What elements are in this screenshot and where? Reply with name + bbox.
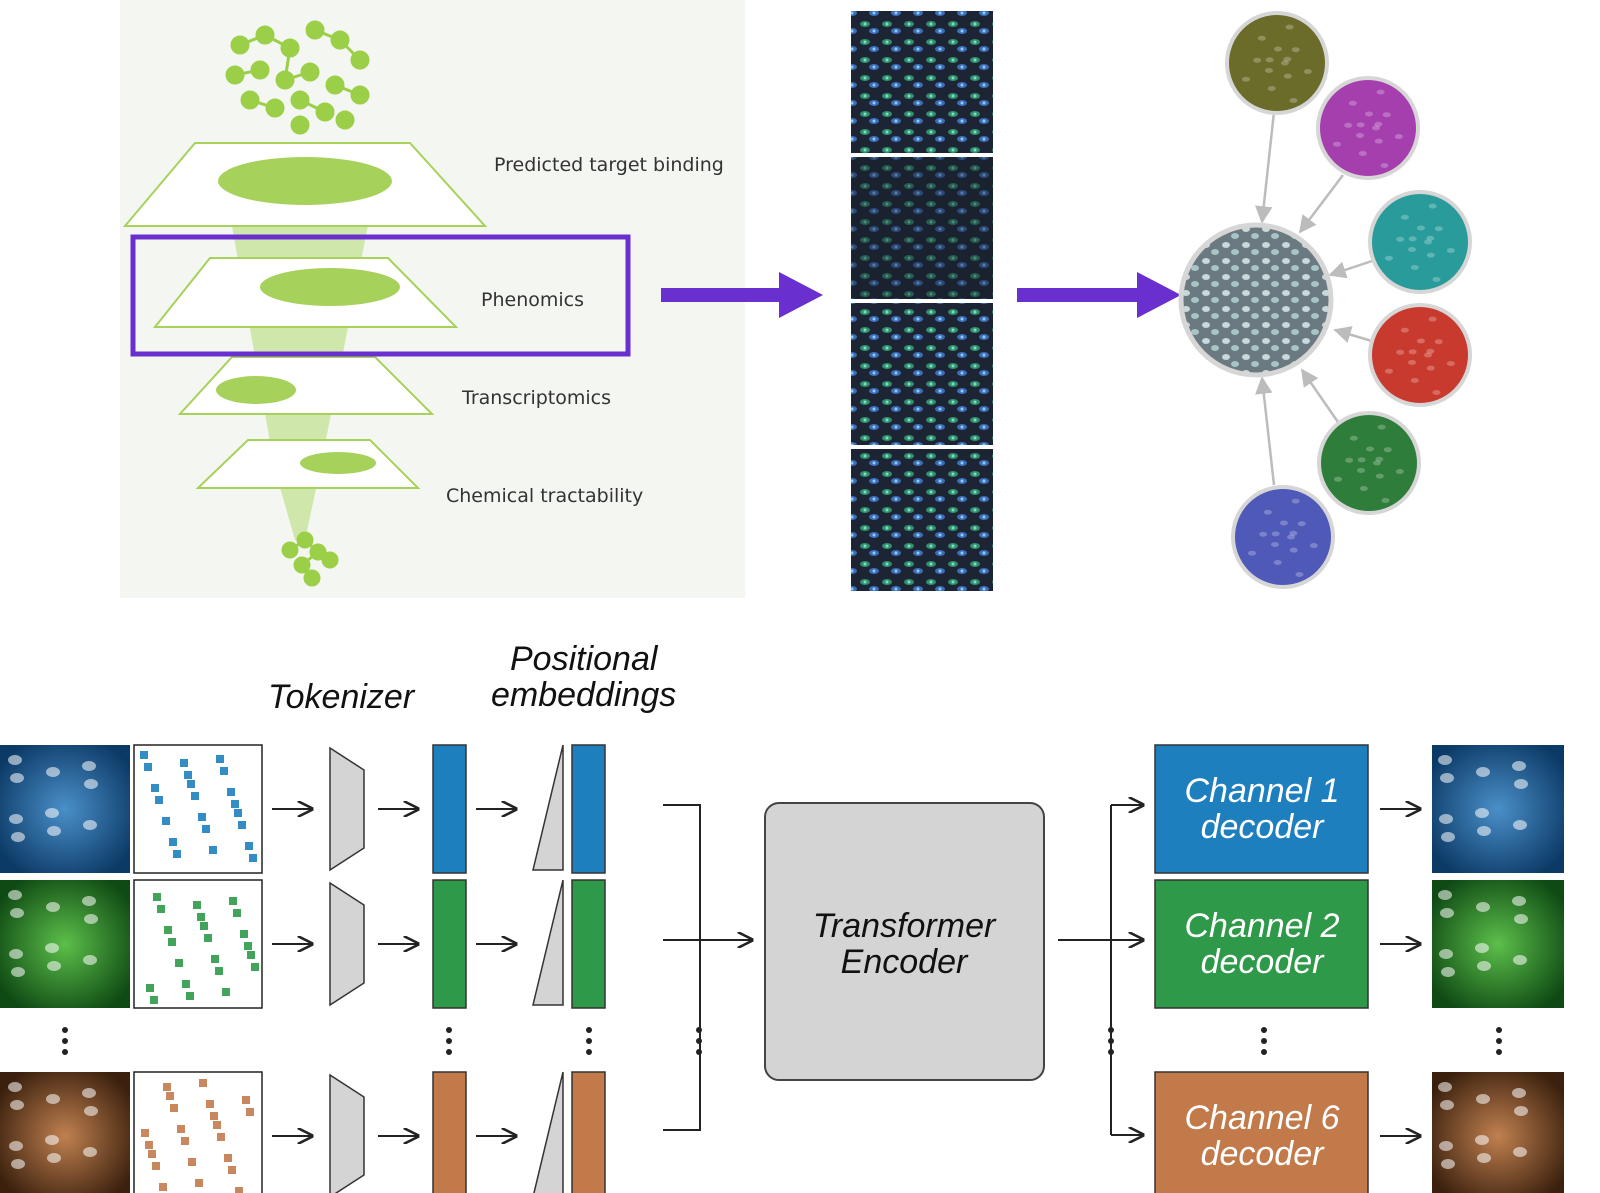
split-bracket [1058,805,1143,1135]
layer-label-predicted-target-binding: Predicted target binding [494,154,724,176]
channel-1-tokenizer [329,746,365,872]
channel-6-token [432,1071,467,1193]
yellow-channel-circle [1225,11,1329,115]
channel-6-input-image [0,1072,130,1193]
channel-6-decoder-label-line1: Channel 6 [1184,1099,1339,1137]
layer-label-transcriptomics: Transcriptomics [461,387,611,409]
microscopy-strip [851,11,993,591]
green-channel-circle [1317,411,1421,515]
microscopy-panel-4 [851,449,993,591]
channel-2-token [432,879,467,1009]
transformer-encoder-box [764,802,1045,1081]
magenta-channel-circle [1316,76,1420,180]
channel-6-embedded-token [571,1071,606,1193]
channel-1-token [432,744,467,874]
channel-1-row [0,744,606,874]
channel-1-embedded-token [571,744,606,874]
layer-label-phenomics: Phenomics [481,289,584,311]
channel-6-positional-embedding [533,1071,564,1193]
purple-arrow-2 [1017,272,1181,318]
channel-2-tokenizer [329,881,365,1007]
encoder-label-line1: Transformer [813,907,997,945]
channel-2-input-image [0,880,130,1008]
channel-1-input-image [0,745,130,873]
funnel-panel: Predicted target binding Phenomics Trans… [120,0,745,598]
merge-bracket [663,804,752,1131]
channel-6-tokenizer [329,1073,365,1193]
channel-2-positional-embedding [532,879,564,1006]
composite-circle [1178,222,1334,378]
channel-1-decoder-label-line2: decoder [1201,808,1326,846]
channel-6-reconstructed-image [1432,1072,1564,1193]
channel-1-masked-patches [133,744,263,874]
positional-label-line2: embeddings [491,676,676,714]
channel-2-decoder-label-line2: decoder [1201,943,1326,981]
microscopy-panel-3 [851,303,993,445]
channel-2-reconstructed-image [1432,880,1564,1008]
molecule-cluster-top-icon [225,20,370,135]
layer-label-chemical-tractability: Chemical tractability [446,485,643,507]
channel-6-decoder-label-line2: decoder [1201,1135,1326,1173]
channel-1-positional-embedding [532,744,564,871]
channel-2-embedded-token [571,879,606,1009]
cyan-channel-circle [1368,190,1472,294]
phenomics-highlight-box [130,234,631,357]
channel-2-row [0,879,606,1009]
channel-6-masked-patches [133,1071,263,1193]
channel-1-decoder-label-line1: Channel 1 [1184,772,1339,810]
purple-arrow-1 [661,272,823,318]
row-ellipsis [62,1027,1502,1055]
blue-channel-circle [1231,485,1335,589]
molecule-bottom-icon [281,531,339,587]
channel-1-reconstructed-image [1432,745,1564,873]
channel-6-row [0,1071,606,1193]
channel-2-decoder-label-line1: Channel 2 [1184,907,1339,945]
channel-composite [1178,11,1472,589]
red-channel-circle [1368,303,1472,407]
encoder-label-line2: Encoder [841,943,969,981]
positional-label-line1: Positional [510,640,659,678]
microscopy-panel-1 [851,11,993,153]
tokenizer-label: Tokenizer [268,678,416,716]
